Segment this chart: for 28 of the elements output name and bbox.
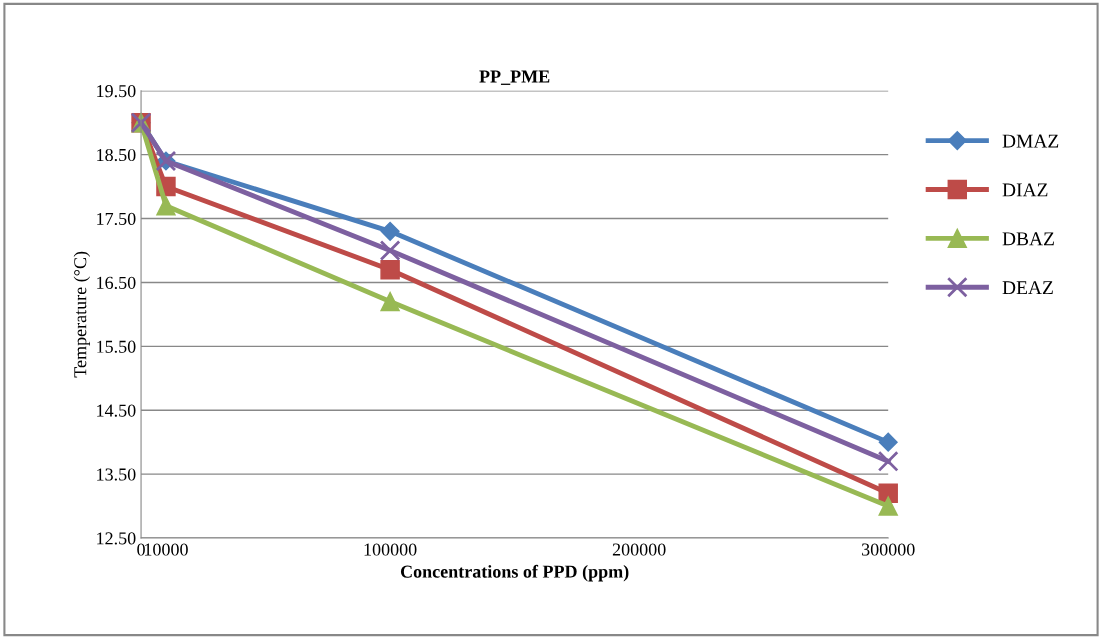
point bbox=[380, 221, 400, 241]
y-tick-label: 19.50 bbox=[97, 85, 136, 98]
x-tick-label: 100000 bbox=[364, 543, 417, 556]
x-tick-label: 0 bbox=[137, 543, 145, 556]
y-axis-title: Temperature (°C) bbox=[73, 251, 91, 378]
x-tick-label: 10000 bbox=[144, 543, 188, 556]
x-tick-label: 200000 bbox=[612, 543, 666, 556]
y-tick-label: 17.50 bbox=[97, 212, 136, 226]
point bbox=[379, 240, 401, 261]
point bbox=[878, 432, 898, 452]
legend-label: DEAZ bbox=[1002, 281, 1053, 295]
y-tick-label: 13.50 bbox=[97, 468, 136, 481]
point bbox=[380, 291, 400, 312]
x-tick-label: 300000 bbox=[861, 543, 915, 556]
legend-label: DBAZ bbox=[1002, 232, 1054, 246]
y-tick-label: 18.50 bbox=[97, 148, 136, 162]
point bbox=[877, 450, 899, 472]
legend-label: DMAZ bbox=[1002, 134, 1059, 148]
point bbox=[878, 496, 898, 516]
y-tick-label: 16.50 bbox=[97, 276, 136, 289]
point bbox=[156, 196, 176, 216]
legend-label: DIAZ bbox=[1002, 183, 1048, 197]
x-axis-title: Concentrations of PPD (ppm) bbox=[400, 564, 629, 582]
y-tick-label: 14.50 bbox=[97, 404, 136, 417]
y-tick-label: 12.50 bbox=[97, 532, 136, 545]
chart-title: PP_PME bbox=[479, 70, 550, 85]
point bbox=[380, 259, 400, 280]
y-tick-label: 15.50 bbox=[97, 340, 136, 353]
